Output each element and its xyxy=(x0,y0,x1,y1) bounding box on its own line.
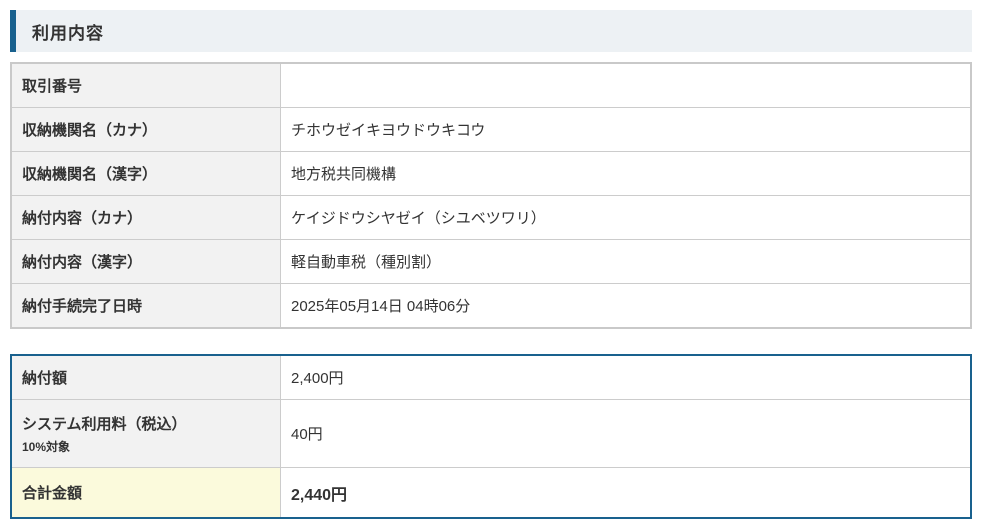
system-fee-label: システム利用料（税込） xyxy=(22,415,187,433)
row-label: 合計金額 xyxy=(12,468,281,517)
row-value: ケイジドウシヤゼイ（シユベツワリ） xyxy=(281,196,970,239)
row-label: 納付内容（カナ） xyxy=(12,196,281,239)
row-label: 取引番号 xyxy=(12,64,281,107)
table-row-total-amount: 合計金額 2,440円 xyxy=(12,467,970,517)
content-container: 利用内容 取引番号 収納機関名（カナ） チホウゼイキヨウドウキコウ 収納機関名（… xyxy=(10,10,972,519)
table-row-agency-name-kana: 収納機関名（カナ） チホウゼイキヨウドウキコウ xyxy=(12,107,970,151)
table-row-transaction-number: 取引番号 xyxy=(12,64,970,107)
row-value xyxy=(281,64,970,107)
table-row-payment-content-kana: 納付内容（カナ） ケイジドウシヤゼイ（シユベツワリ） xyxy=(12,195,970,239)
row-value: 軽自動車税（種別割） xyxy=(281,240,970,283)
table-row-system-fee: システム利用料（税込） 10%対象 40円 xyxy=(12,399,970,467)
table-row-agency-name-kanji: 収納機関名（漢字） 地方税共同機構 xyxy=(12,151,970,195)
row-label: 納付額 xyxy=(12,356,281,399)
row-label: 納付内容（漢字） xyxy=(12,240,281,283)
amount-table: 納付額 2,400円 システム利用料（税込） 10%対象 40円 合計金額 2,… xyxy=(10,354,972,519)
section-header: 利用内容 xyxy=(10,10,972,52)
row-label: 納付手続完了日時 xyxy=(12,284,281,327)
row-value: 地方税共同機構 xyxy=(281,152,970,195)
row-label: システム利用料（税込） 10%対象 xyxy=(12,400,281,467)
tax-rate-note: 10%対象 xyxy=(22,439,71,454)
row-label: 収納機関名（カナ） xyxy=(12,108,281,151)
row-value: 2025年05月14日 04時06分 xyxy=(281,284,970,327)
details-table: 取引番号 収納機関名（カナ） チホウゼイキヨウドウキコウ 収納機関名（漢字） 地… xyxy=(10,62,972,329)
row-value: チホウゼイキヨウドウキコウ xyxy=(281,108,970,151)
row-value: 2,440円 xyxy=(281,468,970,517)
table-row-payment-amount: 納付額 2,400円 xyxy=(12,356,970,399)
row-label: 収納機関名（漢字） xyxy=(12,152,281,195)
row-value: 2,400円 xyxy=(281,356,970,399)
table-row-payment-content-kanji: 納付内容（漢字） 軽自動車税（種別割） xyxy=(12,239,970,283)
table-row-completion-datetime: 納付手続完了日時 2025年05月14日 04時06分 xyxy=(12,283,970,327)
page-title: 利用内容 xyxy=(32,23,104,43)
row-value: 40円 xyxy=(281,400,970,467)
